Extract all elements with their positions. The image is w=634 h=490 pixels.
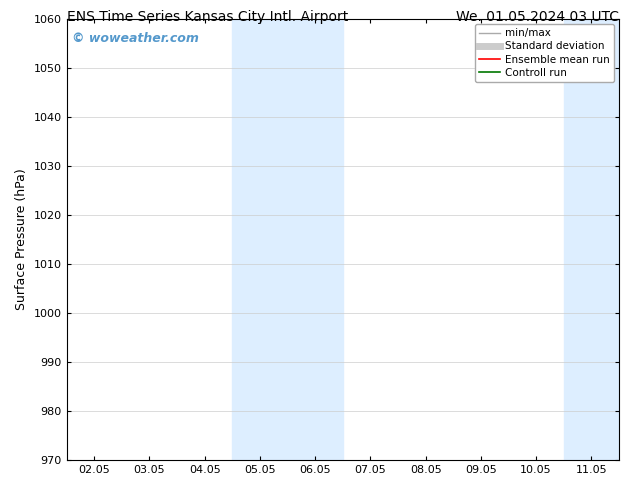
Text: We. 01.05.2024 03 UTC: We. 01.05.2024 03 UTC [456,10,619,24]
Bar [564,19,634,460]
Bar [232,19,343,460]
Text: ENS Time Series Kansas City Intl. Airport: ENS Time Series Kansas City Intl. Airpor… [67,10,348,24]
Text: © woweather.com: © woweather.com [72,32,199,45]
Legend: min/max, Standard deviation, Ensemble mean run, Controll run: min/max, Standard deviation, Ensemble me… [475,24,614,82]
Y-axis label: Surface Pressure (hPa): Surface Pressure (hPa) [15,169,28,311]
